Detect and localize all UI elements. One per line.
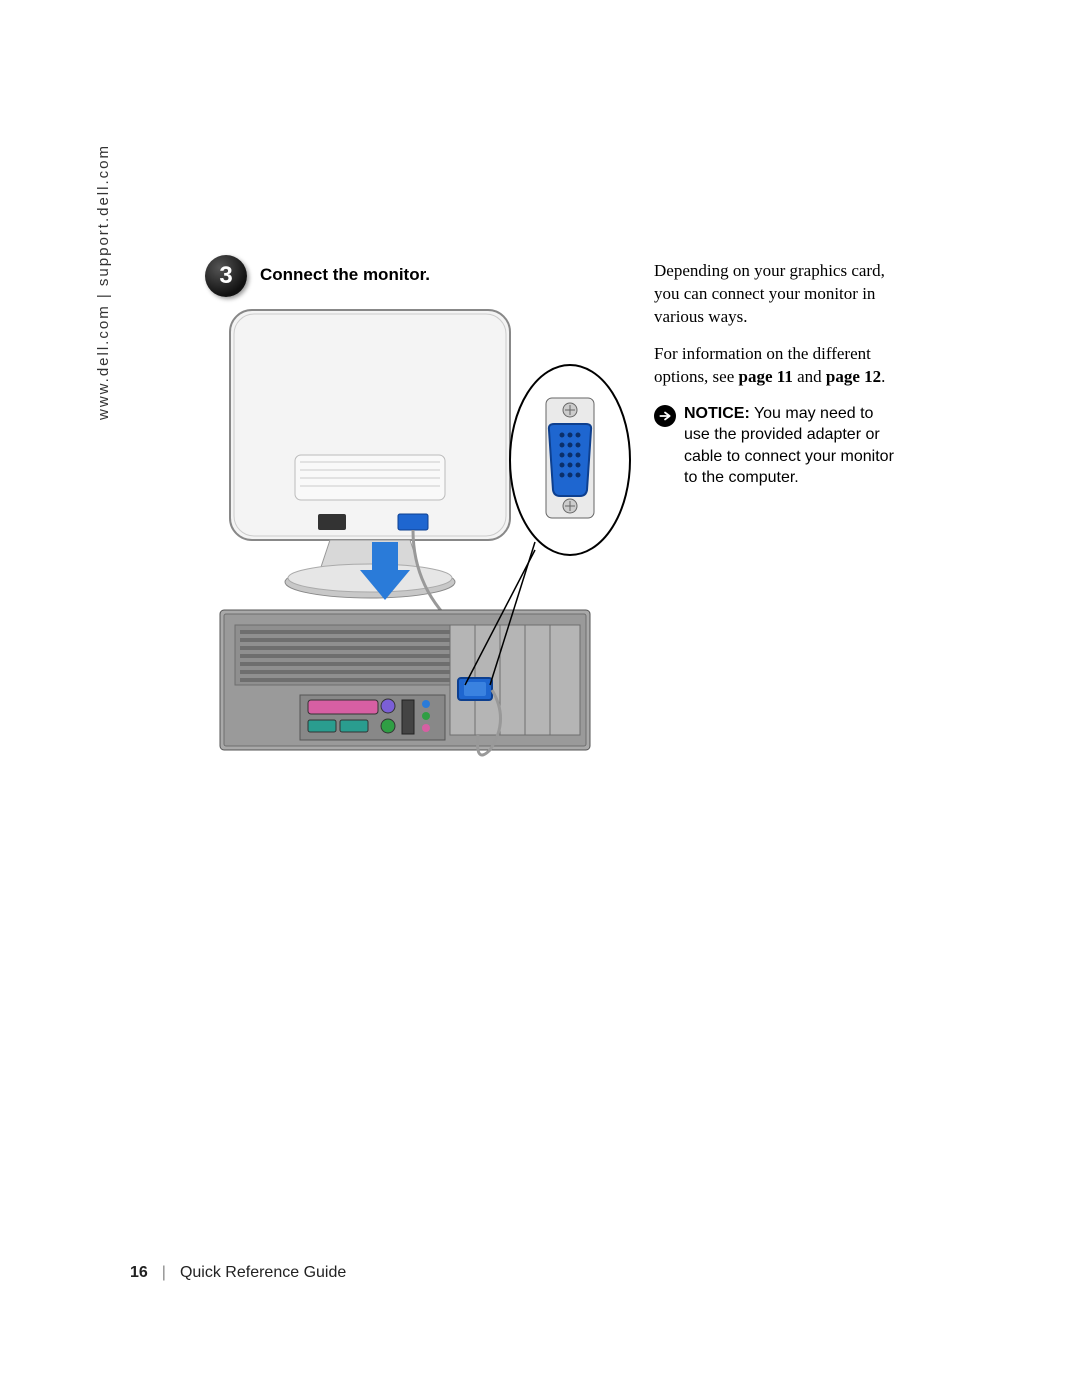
info-paragraph-2: For information on the different options… — [654, 343, 894, 389]
page-footer: 16 | Quick Reference Guide — [130, 1264, 346, 1282]
page-number: 16 — [130, 1264, 148, 1282]
right-info-column: Depending on your graphics card, you can… — [654, 260, 894, 489]
notice-label: NOTICE: — [684, 405, 750, 422]
step-title: Connect the monitor. — [260, 265, 430, 285]
info-paragraph-1: Depending on your graphics card, you can… — [654, 260, 894, 329]
vga-connector-icon — [458, 678, 492, 700]
notice-text: NOTICE: You may need to use the provided… — [684, 403, 894, 489]
computer-tower-icon — [220, 610, 590, 755]
footer-separator: | — [162, 1264, 166, 1282]
connect-monitor-illustration — [200, 290, 640, 790]
and-word: and — [793, 367, 826, 386]
notice-block: NOTICE: You may need to use the provided… — [654, 403, 894, 489]
notice-icon — [654, 405, 676, 427]
side-url-text: www.dell.com | support.dell.com — [95, 144, 112, 420]
period: . — [881, 367, 885, 386]
page-ref-12: page 12 — [826, 367, 881, 386]
guide-title: Quick Reference Guide — [180, 1264, 346, 1282]
page-ref-11: page 11 — [739, 367, 793, 386]
monitor-icon — [230, 310, 510, 540]
